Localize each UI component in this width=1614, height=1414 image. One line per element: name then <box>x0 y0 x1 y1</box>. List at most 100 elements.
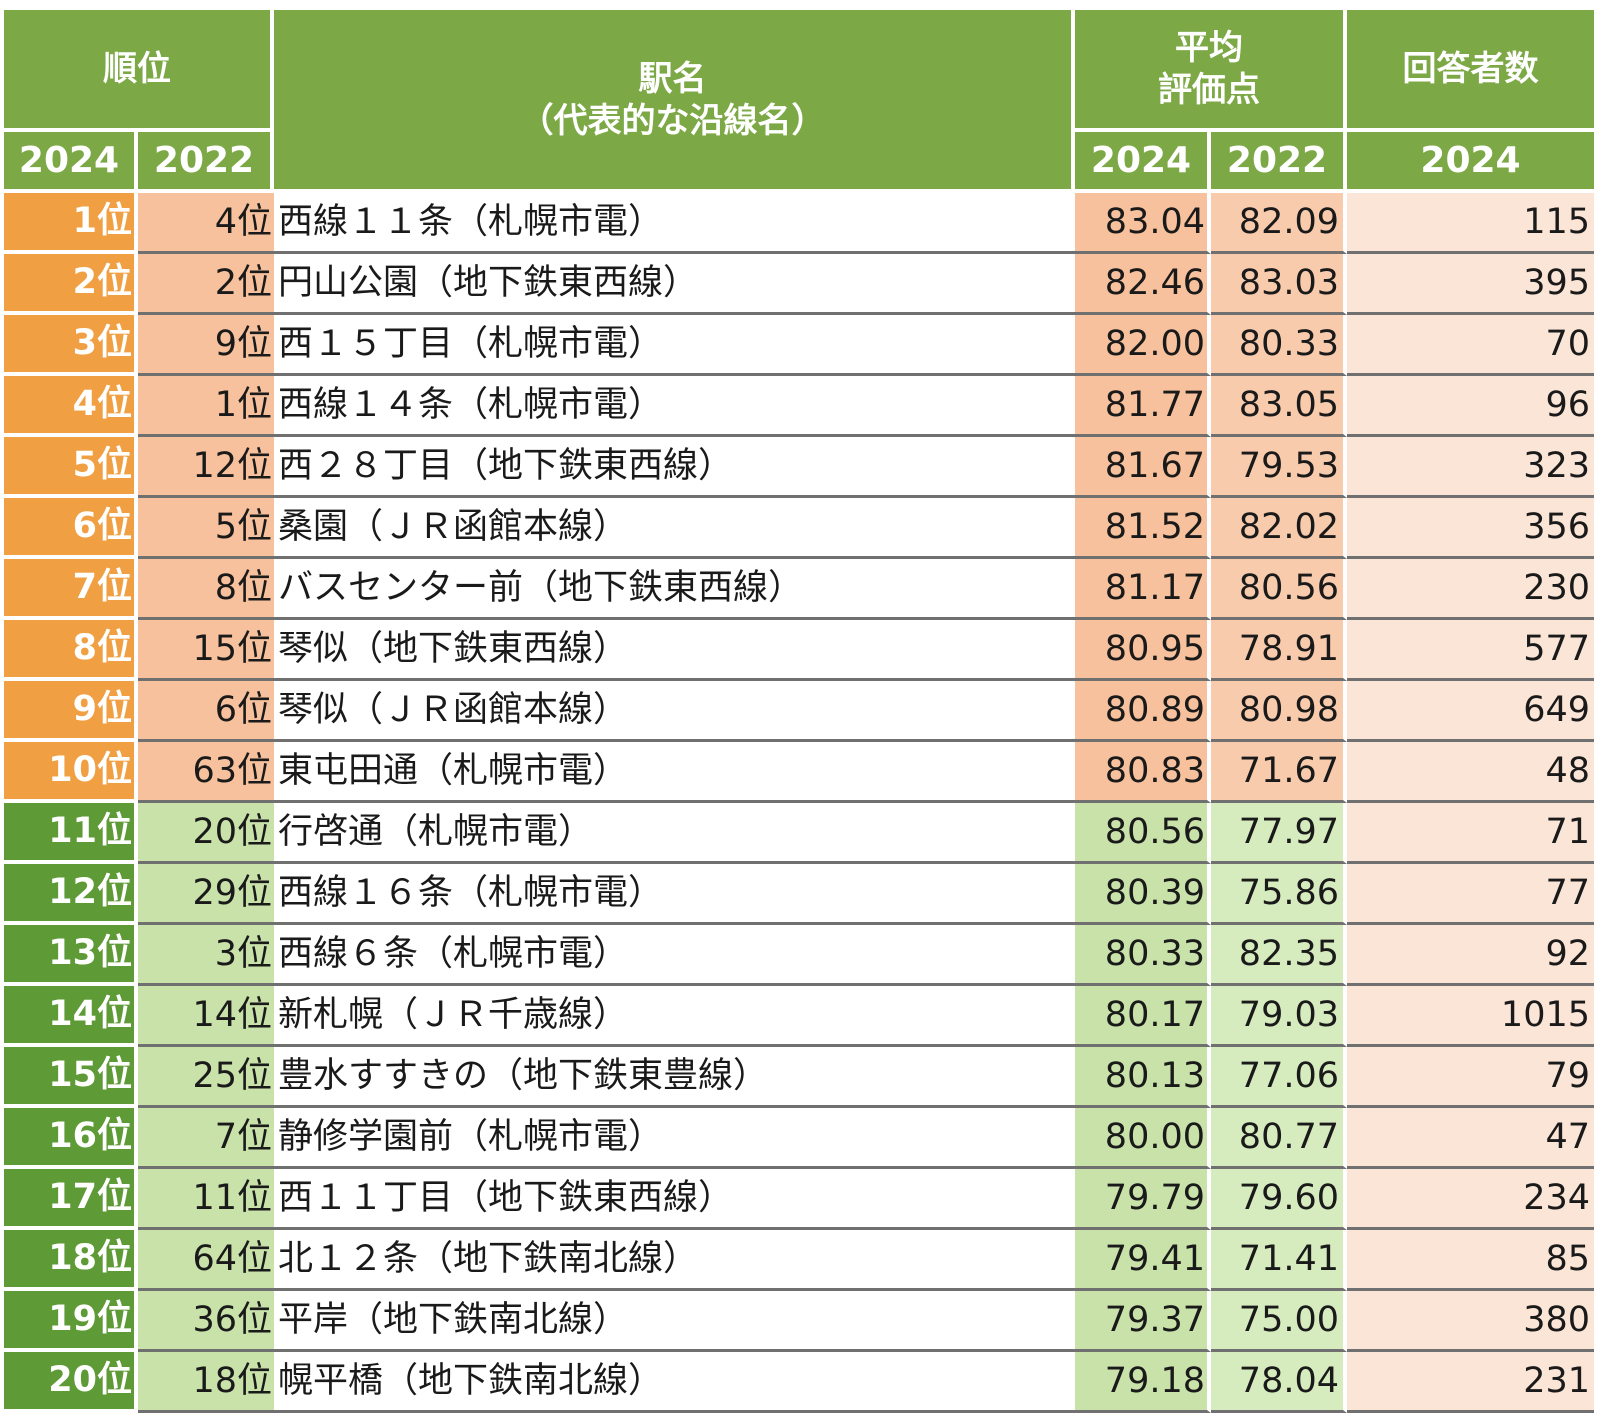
station-name-cell: 幌平橋（地下鉄南北線） <box>274 1352 1075 1413</box>
avg-score-2022-cell: 83.05 <box>1211 376 1347 437</box>
table-header: 順位 駅名 （代表的な沿線名） 平均 評価点 回答者数 2024 2022 20… <box>4 10 1594 193</box>
rank-2024-cell: 12位 <box>4 864 138 925</box>
avg-score-2024-cell: 80.17 <box>1075 986 1211 1047</box>
avg-score-2022-cell: 79.53 <box>1211 437 1347 498</box>
rank-2024-cell: 8位 <box>4 620 138 681</box>
rank-2022-cell: 9位 <box>138 315 274 376</box>
rank-2022-cell: 18位 <box>138 1352 274 1413</box>
table-row: 6位 5位 桑園（ＪＲ函館本線） 81.52 82.02 356 <box>4 498 1594 559</box>
rank-2024-cell: 16位 <box>4 1108 138 1169</box>
rank-2022-cell: 5位 <box>138 498 274 559</box>
rank-2024-cell: 11位 <box>4 803 138 864</box>
respondents-cell: 79 <box>1347 1047 1594 1108</box>
table-row: 10位 63位 東屯田通（札幌市電） 80.83 71.67 48 <box>4 742 1594 803</box>
respondents-cell: 1015 <box>1347 986 1594 1047</box>
avg-score-2024-cell: 79.79 <box>1075 1169 1211 1230</box>
avg-score-2022-cell: 78.91 <box>1211 620 1347 681</box>
station-name-cell: 西２８丁目（地下鉄東西線） <box>274 437 1075 498</box>
avg-score-2024-cell: 82.46 <box>1075 254 1211 315</box>
header-row-years: 2024 2022 2024 2022 2024 <box>4 132 1594 193</box>
avg-score-2022-cell: 78.04 <box>1211 1352 1347 1413</box>
avg-score-2022-cell: 80.56 <box>1211 559 1347 620</box>
rank-2022-cell: 4位 <box>138 193 274 254</box>
avg-score-2022-cell: 80.33 <box>1211 315 1347 376</box>
avg-score-2022-cell: 80.77 <box>1211 1108 1347 1169</box>
respondents-cell: 85 <box>1347 1230 1594 1291</box>
rank-2022-cell: 64位 <box>138 1230 274 1291</box>
respondents-2024-header: 2024 <box>1347 132 1594 193</box>
avg-score-2022-cell: 71.41 <box>1211 1230 1347 1291</box>
avg-2024-header: 2024 <box>1075 132 1211 193</box>
station-name-cell: 平岸（地下鉄南北線） <box>274 1291 1075 1352</box>
respondents-cell: 395 <box>1347 254 1594 315</box>
avg-score-2022-cell: 71.67 <box>1211 742 1347 803</box>
rank-2022-cell: 12位 <box>138 437 274 498</box>
station-name-cell: 東屯田通（札幌市電） <box>274 742 1075 803</box>
avg-2022-header: 2022 <box>1211 132 1347 193</box>
table-row: 4位 1位 西線１４条（札幌市電） 81.77 83.05 96 <box>4 376 1594 437</box>
respondents-cell: 48 <box>1347 742 1594 803</box>
avg-score-header-line1: 平均 <box>1175 28 1243 68</box>
station-name-cell: 西線６条（札幌市電） <box>274 925 1075 986</box>
avg-score-2022-cell: 75.86 <box>1211 864 1347 925</box>
table-row: 17位 11位 西１１丁目（地下鉄東西線） 79.79 79.60 234 <box>4 1169 1594 1230</box>
rank-2024-cell: 4位 <box>4 376 138 437</box>
rank-2024-cell: 1位 <box>4 193 138 254</box>
rank-2024-cell: 13位 <box>4 925 138 986</box>
avg-score-2024-cell: 81.77 <box>1075 376 1211 437</box>
avg-score-2024-cell: 80.89 <box>1075 681 1211 742</box>
avg-score-2024-cell: 80.95 <box>1075 620 1211 681</box>
avg-score-2024-cell: 80.13 <box>1075 1047 1211 1108</box>
rank-2022-cell: 20位 <box>138 803 274 864</box>
rank-2022-header: 2022 <box>138 132 274 193</box>
respondents-cell: 71 <box>1347 803 1594 864</box>
avg-score-2024-cell: 79.41 <box>1075 1230 1211 1291</box>
avg-score-2022-cell: 77.06 <box>1211 1047 1347 1108</box>
station-name-cell: バスセンター前（地下鉄東西線） <box>274 559 1075 620</box>
station-name-cell: 西１５丁目（札幌市電） <box>274 315 1075 376</box>
avg-score-2024-cell: 80.33 <box>1075 925 1211 986</box>
avg-score-2022-cell: 82.02 <box>1211 498 1347 559</box>
avg-score-2024-cell: 80.56 <box>1075 803 1211 864</box>
station-name-cell: 静修学園前（札幌市電） <box>274 1108 1075 1169</box>
rank-2024-cell: 2位 <box>4 254 138 315</box>
rank-2022-cell: 7位 <box>138 1108 274 1169</box>
respondents-cell: 70 <box>1347 315 1594 376</box>
header-row-top: 順位 駅名 （代表的な沿線名） 平均 評価点 回答者数 <box>4 10 1594 193</box>
respondents-cell: 323 <box>1347 437 1594 498</box>
rank-2024-header: 2024 <box>4 132 138 193</box>
rank-2022-cell: 6位 <box>138 681 274 742</box>
station-name-cell: 西線１６条（札幌市電） <box>274 864 1075 925</box>
respondents-cell: 356 <box>1347 498 1594 559</box>
station-name-cell: 新札幌（ＪＲ千歳線） <box>274 986 1075 1047</box>
table-row: 12位 29位 西線１６条（札幌市電） 80.39 75.86 77 <box>4 864 1594 925</box>
avg-score-2022-cell: 79.03 <box>1211 986 1347 1047</box>
respondents-cell: 231 <box>1347 1352 1594 1413</box>
respondents-cell: 649 <box>1347 681 1594 742</box>
rank-2022-cell: 2位 <box>138 254 274 315</box>
station-header: 駅名 （代表的な沿線名） <box>274 10 1075 193</box>
rank-2022-cell: 29位 <box>138 864 274 925</box>
rank-2022-cell: 3位 <box>138 925 274 986</box>
avg-score-2022-cell: 79.60 <box>1211 1169 1347 1230</box>
table-row: 16位 7位 静修学園前（札幌市電） 80.00 80.77 47 <box>4 1108 1594 1169</box>
rank-2022-cell: 63位 <box>138 742 274 803</box>
respondents-cell: 234 <box>1347 1169 1594 1230</box>
rank-2024-cell: 20位 <box>4 1352 138 1413</box>
station-name-cell: 西１１丁目（地下鉄東西線） <box>274 1169 1075 1230</box>
rank-2022-cell: 36位 <box>138 1291 274 1352</box>
table-row: 15位 25位 豊水すすきの（地下鉄東豊線） 80.13 77.06 79 <box>4 1047 1594 1108</box>
rank-2022-cell: 15位 <box>138 620 274 681</box>
table-row: 3位 9位 西１５丁目（札幌市電） 82.00 80.33 70 <box>4 315 1594 376</box>
avg-score-2024-cell: 79.37 <box>1075 1291 1211 1352</box>
rank-2024-cell: 3位 <box>4 315 138 376</box>
avg-score-header: 平均 評価点 <box>1075 10 1347 132</box>
avg-score-2022-cell: 83.03 <box>1211 254 1347 315</box>
respondents-cell: 96 <box>1347 376 1594 437</box>
ranking-table: 順位 駅名 （代表的な沿線名） 平均 評価点 回答者数 2024 2022 20… <box>4 10 1594 1413</box>
avg-score-2022-cell: 77.97 <box>1211 803 1347 864</box>
table-row: 11位 20位 行啓通（札幌市電） 80.56 77.97 71 <box>4 803 1594 864</box>
respondents-cell: 47 <box>1347 1108 1594 1169</box>
rank-2024-cell: 5位 <box>4 437 138 498</box>
rank-2024-cell: 14位 <box>4 986 138 1047</box>
